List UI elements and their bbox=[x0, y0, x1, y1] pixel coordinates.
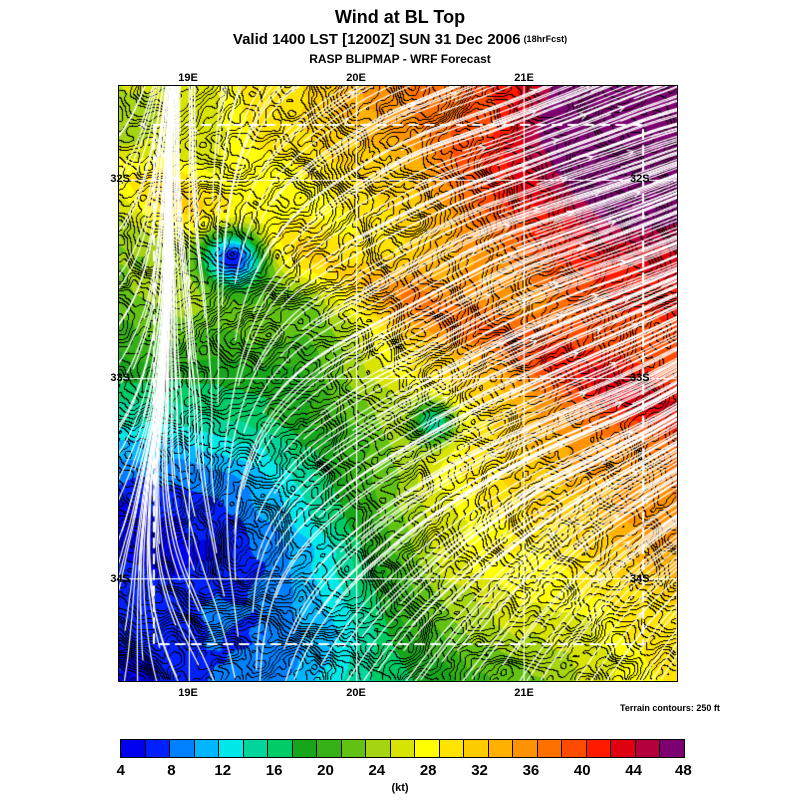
colorbar-tick: 20 bbox=[317, 762, 334, 779]
terrain-contour-note: Terrain contours: 250 ft bbox=[620, 703, 720, 713]
colorbar-segment bbox=[488, 740, 514, 757]
forecast-hour-badge: (18hrFcst) bbox=[523, 34, 568, 44]
colorbar-segment bbox=[611, 740, 636, 757]
axis-tick-longitude-top: 21E bbox=[514, 72, 534, 84]
colorbar-tick: 8 bbox=[167, 762, 176, 779]
axis-tick-longitude-bottom: 21E bbox=[514, 687, 534, 699]
axis-tick-longitude-top: 20E bbox=[346, 72, 366, 84]
colorbar-segment bbox=[219, 740, 244, 757]
colorbar-tick: 24 bbox=[368, 762, 386, 779]
axis-tick-latitude-right: 32S bbox=[630, 173, 650, 186]
colorbar-tick: 4 bbox=[116, 762, 126, 779]
colorbar-tick: 40 bbox=[573, 762, 591, 779]
colorbar-segment bbox=[562, 740, 587, 757]
colorbar-segment bbox=[243, 740, 269, 757]
colorbar-tick: 48 bbox=[674, 762, 692, 779]
colorbar-segment bbox=[635, 740, 661, 757]
axis-tick-longitude-bottom: 19E bbox=[178, 687, 198, 699]
colorbar-units-label: (kt) bbox=[391, 782, 409, 794]
colorbar-tick: 28 bbox=[419, 762, 437, 779]
colorbar-segment bbox=[145, 740, 171, 757]
colorbar-tick: 12 bbox=[214, 762, 232, 779]
colorbar-segment bbox=[194, 740, 220, 757]
wind-field-canvas bbox=[119, 86, 677, 681]
colorbar-segment bbox=[660, 740, 684, 757]
valid-time-line: Valid 1400 LST [1200Z] SUN 31 Dec 2006 (1… bbox=[0, 31, 800, 48]
colorbar-segment bbox=[292, 740, 318, 757]
colorbar-segment bbox=[513, 740, 538, 757]
axis-tick-latitude-left: 33S bbox=[110, 371, 130, 384]
colorbar-segment bbox=[121, 740, 146, 757]
axis-tick-longitude-top: 19E bbox=[178, 72, 198, 84]
colorbar-tick: 44 bbox=[625, 762, 642, 779]
colorbar-segment bbox=[317, 740, 342, 757]
colorbar-tick: 36 bbox=[522, 762, 540, 779]
colorbar-tick: 16 bbox=[265, 762, 283, 779]
axis-tick-latitude-left: 32S bbox=[110, 173, 130, 186]
valid-time-text: Valid 1400 LST [1200Z] SUN 31 Dec 2006 bbox=[232, 31, 521, 48]
axis-tick-latitude-right: 33S bbox=[630, 371, 650, 384]
title-block: Wind at BL Top Valid 1400 LST [1200Z] SU… bbox=[0, 0, 800, 66]
colorbar-segment bbox=[439, 740, 465, 757]
colorbar-segment bbox=[341, 740, 367, 757]
colorbar-segment bbox=[415, 740, 440, 757]
weather-map[interactable] bbox=[118, 85, 678, 682]
colorbar-segment bbox=[586, 740, 612, 757]
axis-tick-latitude-left: 34S bbox=[110, 573, 130, 586]
colorbar-segment bbox=[464, 740, 489, 757]
colorbar-segment bbox=[537, 740, 563, 757]
colorbar-segment bbox=[390, 740, 416, 757]
colorbar-tick-labels: 4 8 12 16 20 24 28 32 36 40 44 48 bbox=[116, 762, 692, 780]
model-source-line: RASP BLIPMAP - WRF Forecast bbox=[309, 52, 491, 66]
colorbar-gradient bbox=[120, 739, 685, 758]
colorbar-tick: 32 bbox=[471, 762, 488, 779]
axis-tick-longitude-bottom: 20E bbox=[346, 687, 366, 699]
colorbar-segment bbox=[366, 740, 391, 757]
colorbar-segment bbox=[268, 740, 293, 757]
page-title: Wind at BL Top bbox=[334, 7, 466, 27]
colorbar-segment bbox=[170, 740, 195, 757]
colorbar bbox=[120, 739, 685, 758]
axis-tick-latitude-right: 34S bbox=[630, 573, 650, 586]
